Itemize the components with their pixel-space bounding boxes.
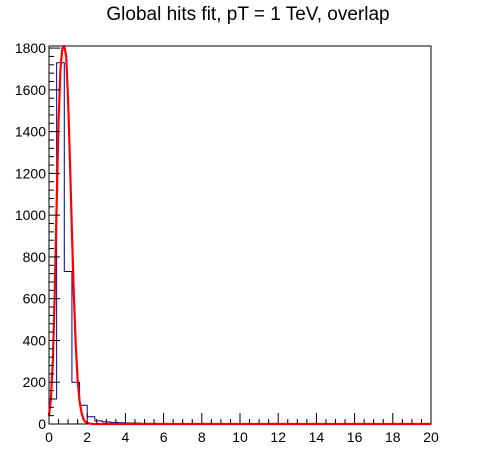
y-tick-label: 1000 xyxy=(15,207,46,223)
x-tick-label: 2 xyxy=(83,429,91,445)
x-tick-label: 18 xyxy=(385,429,401,445)
fit-curve xyxy=(47,44,431,426)
y-tick-label: 1600 xyxy=(15,82,46,98)
y-tick-label: 600 xyxy=(23,291,47,307)
plot-frame xyxy=(48,45,432,425)
x-tick-label: 14 xyxy=(309,429,325,445)
y-tick-label: 200 xyxy=(23,374,47,390)
y-tick-label: 1400 xyxy=(15,124,46,140)
x-tick-label: 4 xyxy=(122,429,130,445)
y-tick-label: 400 xyxy=(23,332,47,348)
y-tick-label: 1200 xyxy=(15,165,46,181)
x-tick-label: 6 xyxy=(160,429,168,445)
y-tick-label: 0 xyxy=(38,416,46,432)
x-tick-label: 10 xyxy=(232,429,248,445)
x-tick-label: 12 xyxy=(270,429,286,445)
x-tick-label: 8 xyxy=(198,429,206,445)
x-tick-label: 16 xyxy=(347,429,363,445)
x-tick-label: 20 xyxy=(423,429,439,445)
chart-title: Global hits fit, pT = 1 TeV, overlap xyxy=(106,4,390,25)
y-tick-label: 1800 xyxy=(15,40,46,56)
y-tick-label: 800 xyxy=(23,249,47,265)
x-tick-label: 0 xyxy=(45,429,53,445)
